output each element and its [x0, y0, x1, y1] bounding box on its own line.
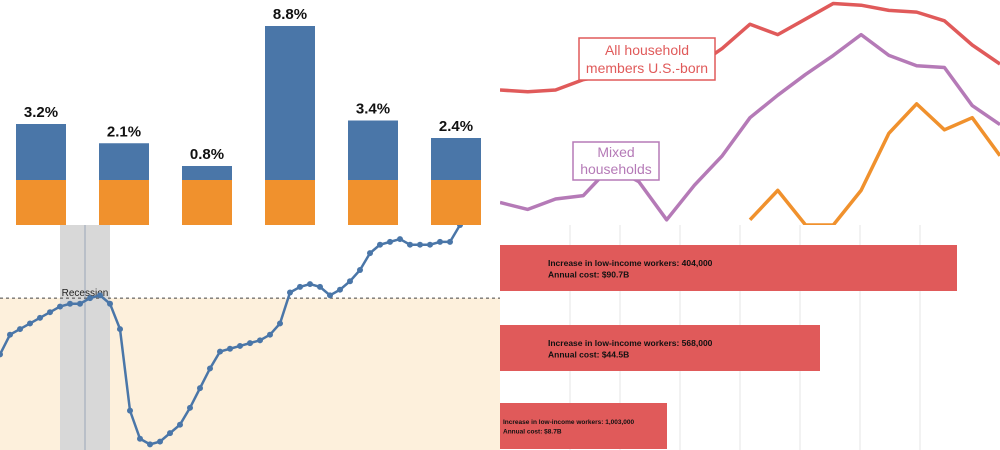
bar-upper-segment	[182, 166, 232, 180]
data-point	[47, 309, 53, 316]
series-label-text: Mixed households	[580, 144, 652, 177]
bar-lower-segment	[265, 180, 315, 225]
data-point	[187, 404, 193, 411]
data-point	[167, 430, 173, 437]
bar-upper-segment	[16, 124, 66, 180]
data-point	[77, 300, 83, 307]
bar-data-label: 3.2%	[24, 104, 58, 121]
data-point	[397, 236, 403, 243]
bar-lower-segment	[99, 180, 149, 225]
data-point	[367, 250, 373, 257]
series-label-box	[572, 141, 660, 181]
data-point	[357, 267, 363, 273]
data-point	[407, 241, 413, 248]
recession-line-chart: Recession	[0, 225, 500, 450]
data-point	[257, 337, 263, 344]
bar-upper-segment	[99, 143, 149, 180]
series-label-text: All household members U.S.-born	[586, 42, 708, 76]
data-point	[207, 365, 213, 372]
data-point	[227, 345, 233, 352]
data-point	[37, 314, 43, 321]
data-point	[347, 278, 353, 285]
data-point	[377, 241, 383, 248]
series-line-0	[500, 1, 1000, 94]
horizontal-bar	[500, 325, 820, 371]
bar-lower-segment	[16, 180, 66, 225]
series-label-line: members U.S.-born	[586, 60, 708, 76]
data-point	[247, 340, 253, 347]
bar-lower-segment	[431, 180, 481, 225]
stacked-bar-svg: 3.2% 2.1% 0.8% 8.8% 3.4% 2.4%	[16, 6, 481, 225]
data-point	[27, 320, 33, 327]
data-point	[297, 283, 303, 290]
low-income-bar-svg: Increase in low-income workers: 404,000 A…	[500, 225, 957, 450]
data-point	[237, 342, 243, 349]
series-line-1	[500, 32, 1000, 222]
recession-label: Recession	[62, 288, 109, 299]
bar-lower-segment	[182, 180, 232, 225]
horizontal-bar	[500, 245, 957, 291]
series-label-line: households	[580, 161, 652, 177]
data-point	[267, 331, 273, 338]
bar-data-label: 8.8%	[273, 6, 307, 23]
data-point	[7, 331, 13, 338]
data-point	[287, 289, 293, 296]
bar-lower-segment	[348, 180, 398, 225]
bar-label-cost: Annual cost: $90.7B	[548, 270, 629, 280]
data-point	[107, 300, 113, 307]
data-point	[417, 241, 423, 248]
household-line-svg: All household members U.S.-born Mixed house…	[500, 1, 1000, 225]
data-point	[17, 326, 23, 333]
data-point	[0, 351, 3, 358]
series-label-line: Mixed	[597, 144, 634, 160]
data-point	[437, 238, 443, 245]
data-point	[447, 238, 453, 245]
data-point	[87, 295, 93, 302]
horizontal-bar	[500, 403, 667, 449]
series-label-line: All household	[605, 42, 689, 58]
series-line-2	[748, 102, 1000, 225]
data-point	[427, 241, 433, 248]
bar-upper-segment	[348, 120, 398, 180]
bar-upper-segment	[265, 26, 315, 180]
bar-label-workers: Increase in low-income workers: 1,003,00…	[503, 419, 635, 426]
data-point	[457, 225, 463, 228]
data-point	[327, 292, 333, 299]
data-point	[337, 286, 343, 293]
recession-line-svg: Recession	[0, 225, 500, 450]
data-point	[217, 348, 223, 355]
data-point	[97, 292, 103, 299]
bar-label-workers: Increase in low-income workers: 404,000	[548, 258, 713, 268]
data-point	[197, 385, 203, 392]
bar-upper-segment	[431, 138, 481, 180]
data-point	[57, 303, 63, 310]
data-point	[67, 300, 73, 307]
data-point	[147, 441, 153, 448]
data-point	[137, 435, 143, 442]
stacked-bar-chart: 3.2% 2.1% 0.8% 8.8% 3.4% 2.4%	[0, 0, 500, 225]
bar-label-cost: Annual cost: $44.5B	[548, 350, 629, 360]
data-point	[307, 281, 313, 288]
data-point	[127, 407, 133, 414]
data-point	[277, 320, 283, 327]
series-label-box	[578, 37, 716, 81]
data-point	[117, 326, 123, 333]
household-line-chart: All household members U.S.-born Mixed house…	[500, 0, 1000, 225]
bar-data-label: 3.4%	[356, 101, 390, 118]
data-point	[177, 421, 183, 428]
data-point	[157, 438, 163, 445]
bar-label-cost: Annual cost: $8.7B	[503, 429, 562, 436]
data-point	[387, 238, 393, 245]
bar-data-label: 2.4%	[439, 118, 473, 135]
bar-data-label: 0.8%	[190, 146, 224, 163]
low-income-bar-chart: Increase in low-income workers: 404,000 A…	[500, 225, 1000, 450]
data-point	[317, 283, 323, 290]
bar-label-workers: Increase in low-income workers: 568,000	[548, 338, 713, 348]
bar-data-label: 2.1%	[107, 123, 141, 140]
